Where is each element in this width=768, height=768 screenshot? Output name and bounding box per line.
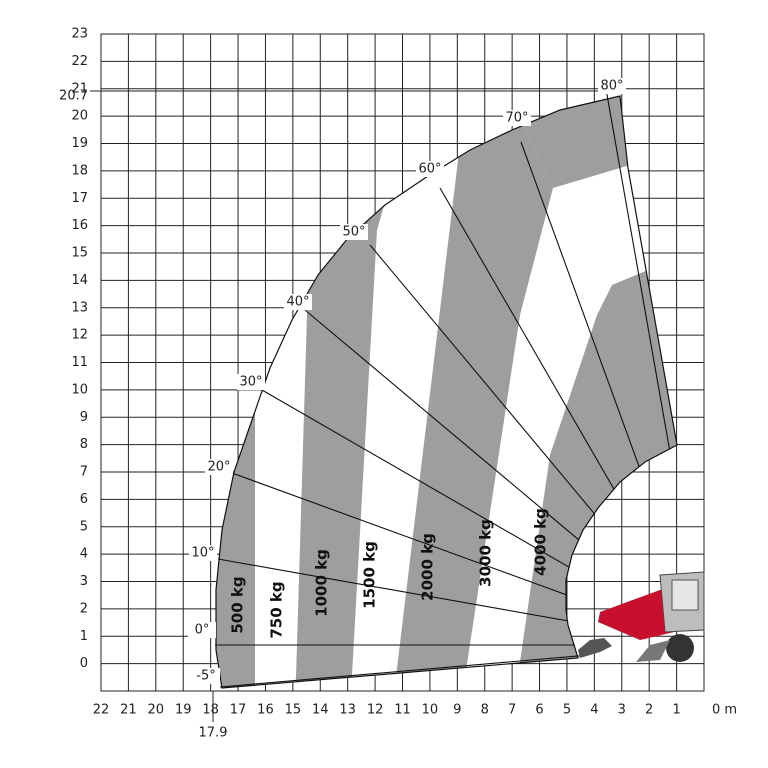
angle-label: 60° — [418, 162, 441, 177]
x-tick-label: 2 — [645, 703, 653, 718]
angle-label-bg — [192, 668, 220, 684]
x-tick-label: 5 — [563, 703, 571, 718]
y-tick-label: 14 — [71, 273, 88, 288]
y-tick-label: 0 — [80, 656, 88, 671]
x-tick-label: 13 — [339, 703, 356, 718]
angle-label-bg — [237, 374, 265, 390]
y-tick-label: 15 — [71, 246, 88, 261]
machine — [578, 571, 705, 662]
x-tick-label: 20 — [148, 703, 165, 718]
y-tick-label: 12 — [71, 328, 88, 343]
y-tick-label: 7 — [80, 465, 88, 480]
x-tick-label: 0 m — [712, 703, 737, 718]
y-tick-label: 1 — [80, 629, 88, 644]
x-tick-label: 7 — [508, 703, 516, 718]
angle-label: -5° — [196, 669, 215, 684]
envelope — [215, 95, 678, 689]
y-tick-label: 20 — [71, 109, 88, 124]
angle-ray — [605, 88, 677, 646]
y-tick-label: 17 — [71, 191, 88, 206]
angle-label: 30° — [239, 375, 262, 390]
angle-label: 0° — [195, 623, 210, 638]
zone-label: 4000 kg — [532, 508, 550, 576]
y-tick-label: 21 — [71, 81, 88, 96]
x-tick-label: 10 — [422, 703, 439, 718]
y-tick-label: 6 — [80, 492, 88, 507]
stabiliser — [636, 640, 670, 662]
zone-label: 750 kg — [268, 581, 286, 638]
x-tick-label: 19 — [175, 703, 192, 718]
x-tick-label: 15 — [285, 703, 302, 718]
angle-label-bg — [284, 294, 312, 310]
zone-label: 3000 kg — [477, 519, 495, 587]
angle-label: 40° — [286, 295, 309, 310]
x-tick-label: 9 — [453, 703, 461, 718]
y-tick-label: 4 — [80, 547, 88, 562]
angle-label-bg — [503, 110, 531, 126]
y-tick-label: 8 — [80, 437, 88, 452]
y-tick-label: 3 — [80, 574, 88, 589]
x-tick-label: 17 — [230, 703, 247, 718]
x-tick-label: 12 — [367, 703, 384, 718]
y-tick-label: 11 — [71, 355, 88, 370]
angle-label-bg — [598, 78, 626, 94]
x-tick-label: 16 — [257, 703, 274, 718]
angle-label: 10° — [191, 546, 214, 561]
y-tick-label: 18 — [71, 163, 88, 178]
reach-label: 17.9 — [199, 726, 228, 741]
y-tick-label: 5 — [80, 519, 88, 534]
angle-label-bg — [205, 459, 233, 475]
angle-label: 80° — [600, 79, 623, 94]
zone-label: 1500 kg — [361, 541, 379, 609]
angle-label: 20° — [207, 460, 230, 475]
x-tick-label: 3 — [618, 703, 626, 718]
angle-label: 50° — [342, 225, 365, 240]
zone-label: 1000 kg — [313, 549, 331, 617]
x-tick-label: 14 — [312, 703, 329, 718]
y-tick-label: 23 — [71, 27, 88, 42]
angle-label: 70° — [505, 111, 528, 126]
y-tick-label: 16 — [71, 218, 88, 233]
y-tick-label: 10 — [71, 382, 88, 397]
zone-band — [295, 150, 400, 688]
forks — [578, 638, 612, 658]
zone-band — [216, 412, 255, 688]
zone-label: 2000 kg — [419, 533, 437, 601]
zone-band — [392, 96, 553, 688]
y-tick-label: 13 — [71, 300, 88, 315]
y-tick-label: 2 — [80, 601, 88, 616]
angle-label-bg — [416, 161, 444, 177]
x-tick-label: 8 — [481, 703, 489, 718]
x-tick-label: 21 — [120, 703, 137, 718]
angle-label-bg — [189, 545, 217, 561]
x-tick-label: 22 — [93, 703, 110, 718]
cab-window — [671, 579, 699, 611]
x-tick-label: 6 — [535, 703, 543, 718]
angle-label-bg — [340, 224, 368, 240]
y-tick-label: 22 — [71, 54, 88, 69]
x-tick-label: 1 — [672, 703, 680, 718]
zone-label: 500 kg — [229, 576, 247, 633]
height-label: 20.7 — [59, 89, 88, 104]
y-tick-label: 9 — [80, 410, 88, 425]
x-tick-label: 4 — [590, 703, 598, 718]
wheel — [666, 634, 694, 662]
x-tick-label: 11 — [394, 703, 411, 718]
x-tick-label: 18 — [202, 703, 219, 718]
y-tick-label: 19 — [71, 136, 88, 151]
angle-label-bg — [188, 622, 216, 638]
